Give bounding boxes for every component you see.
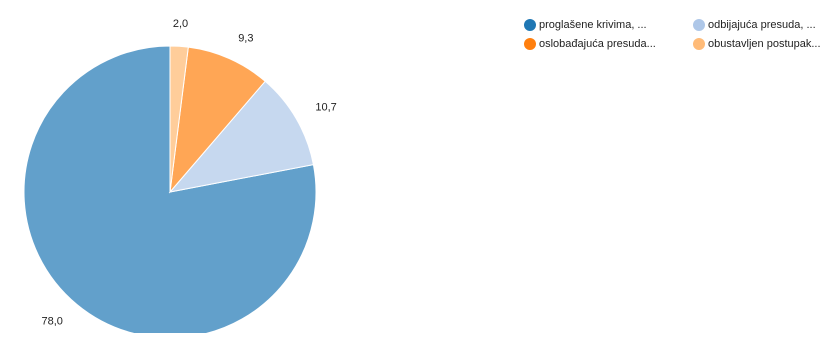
legend-item-2[interactable]: oslobađajuća presuda... <box>524 38 656 50</box>
legend-swatch-1 <box>693 19 705 31</box>
legend-label-2: oslobađajuća presuda... <box>539 38 656 50</box>
legend-item-1[interactable]: odbijajuća presuda, ... <box>693 19 816 31</box>
pie-slice-1 <box>168 80 314 193</box>
pie-data-label-1: 10,7 <box>315 102 336 114</box>
legend-swatch-3 <box>693 38 705 50</box>
legend-label-3: obustavljen postupak... <box>708 38 821 50</box>
legend-item-0[interactable]: proglašene krivima, ... <box>524 19 647 31</box>
legend-label-1: odbijajuća presuda, ... <box>708 19 816 31</box>
pie-slice-2 <box>169 46 266 194</box>
legend-item-3[interactable]: obustavljen postupak... <box>693 38 821 50</box>
pie-data-label-2: 9,3 <box>238 32 253 44</box>
pie-data-label-3: 2,0 <box>173 18 188 30</box>
pie-data-label-0: 78,0 <box>41 315 62 327</box>
legend: proglašene krivima, ... odbijajuća presud… <box>524 19 821 50</box>
legend-swatch-2 <box>524 38 536 50</box>
legend-swatch-0 <box>524 19 536 31</box>
legend-label-0: proglašene krivima, ... <box>539 19 647 31</box>
pie-data-labels: 78,0 10,7 9,3 2,0 <box>41 18 336 327</box>
pie-slice-3 <box>169 45 189 193</box>
pie-slices <box>23 45 317 338</box>
